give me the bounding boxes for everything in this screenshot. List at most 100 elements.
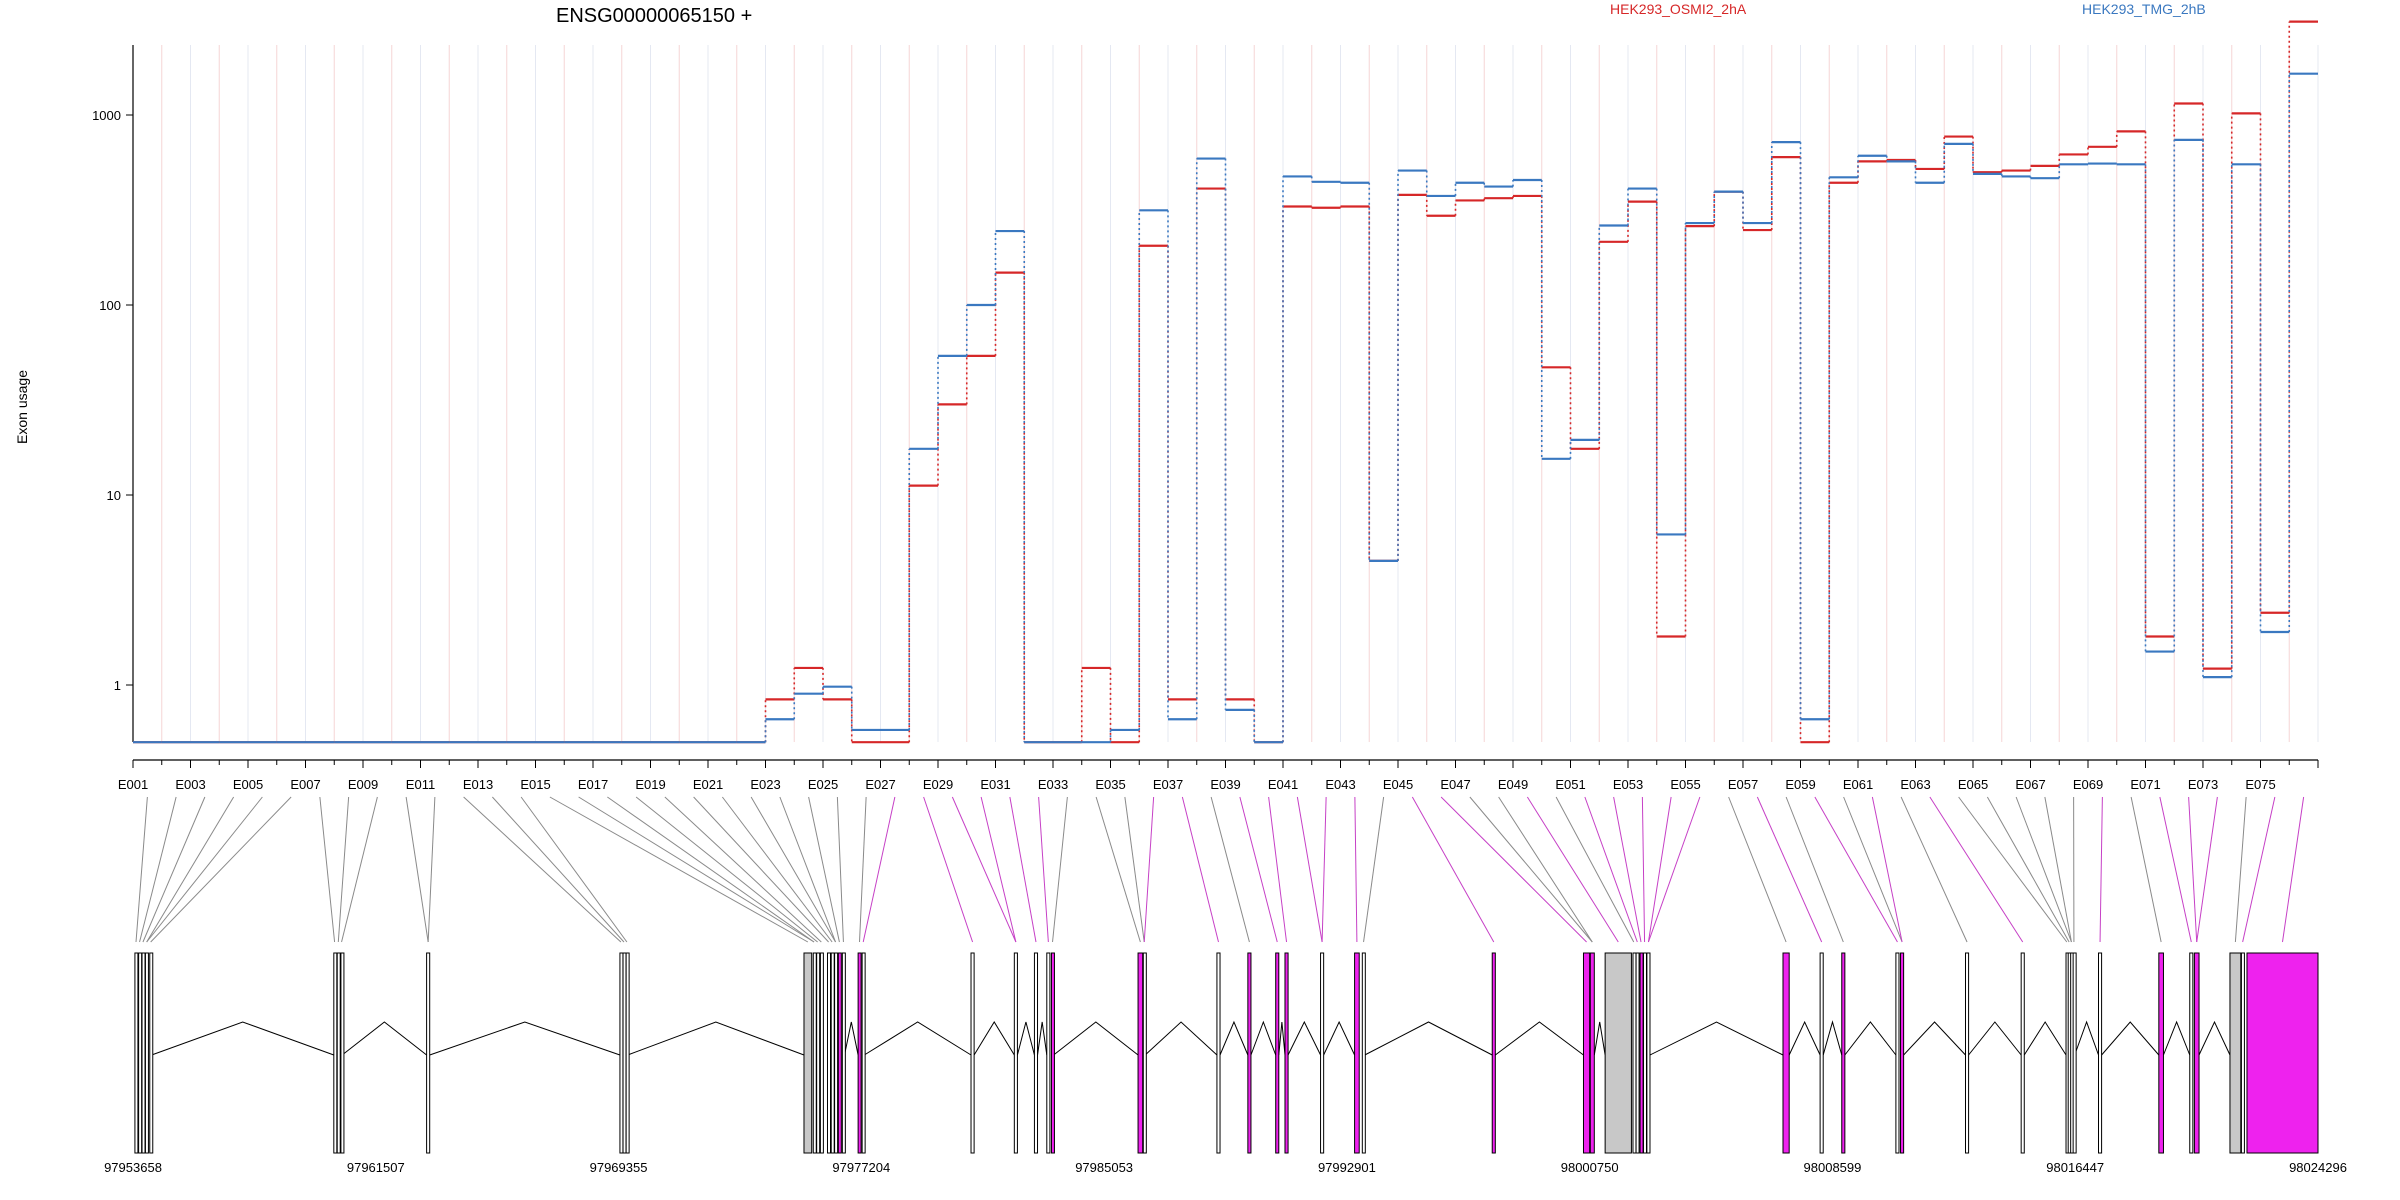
- exon-box: [1639, 952, 1644, 1154]
- exon-connector: [1239, 796, 1278, 943]
- exon-connector: [1584, 796, 1638, 943]
- exon-connector: [1756, 796, 1823, 943]
- exon-connectors: [135, 796, 2305, 943]
- coordinate-label: 98024296: [2289, 1160, 2347, 1175]
- exon-box: [625, 952, 630, 1154]
- exon-box: [1635, 952, 1640, 1154]
- exon-connector: [1009, 796, 1037, 943]
- exon-label: E057: [1728, 777, 1758, 792]
- exon-connector: [2099, 796, 2103, 943]
- exon-connector: [520, 796, 628, 943]
- exon-connector: [1498, 796, 1593, 943]
- intron-line: [2162, 1020, 2191, 1056]
- exon-connector: [1411, 796, 1495, 943]
- exon-box: [426, 952, 431, 1154]
- exon-connector: [1143, 796, 1155, 943]
- intron-line: [429, 1021, 621, 1056]
- y-axis-label: Exon usage: [14, 370, 30, 444]
- coordinate-label: 97969355: [590, 1160, 648, 1175]
- exon-connector: [2242, 796, 2276, 943]
- exon-box: [1137, 952, 1144, 1154]
- intron-line: [1844, 1021, 1897, 1056]
- exon-connector: [2188, 796, 2198, 943]
- exon-box: [1841, 952, 1846, 1154]
- exon-box: [2246, 952, 2319, 1154]
- exon-label: E043: [1325, 777, 1355, 792]
- exon-label: E045: [1383, 777, 1413, 792]
- exon-connector: [1613, 796, 1642, 943]
- exon-label: E051: [1555, 777, 1585, 792]
- exon-connector: [139, 796, 177, 943]
- exon-connector: [1728, 796, 1787, 943]
- exon-box: [1013, 952, 1018, 1154]
- exon-label: E025: [808, 777, 838, 792]
- exon-connector: [1843, 796, 1903, 943]
- exon-connector: [1124, 796, 1145, 943]
- exon-box: [826, 952, 831, 1154]
- intron-line: [1364, 1021, 1493, 1056]
- intron-line: [1822, 1020, 1843, 1056]
- exon-connector: [2130, 796, 2162, 943]
- exon-box: [340, 952, 345, 1154]
- intron-line: [1278, 1021, 1286, 1056]
- exon-connector: [1900, 796, 1968, 943]
- intron-line: [1144, 1021, 1218, 1056]
- coordinate-label: 97985053: [1075, 1160, 1133, 1175]
- exon-connector: [2015, 796, 2072, 943]
- exon-connector: [146, 796, 235, 943]
- exon-label: E053: [1613, 777, 1643, 792]
- exon-box: [803, 952, 813, 1154]
- y-tick-label: 10: [107, 488, 121, 503]
- intron-line: [844, 1021, 859, 1056]
- coordinate-label: 98016447: [2046, 1160, 2104, 1175]
- intron-line: [1593, 1021, 1606, 1056]
- exon-connector: [859, 796, 867, 943]
- exon-box: [1354, 952, 1360, 1154]
- exon-connector: [1871, 796, 1903, 943]
- series-lines: [133, 20, 2318, 744]
- exon-label: E075: [2245, 777, 2275, 792]
- exon-box: [2240, 952, 2245, 1154]
- exon-connector: [1986, 796, 2070, 943]
- exon-connector: [2281, 796, 2305, 943]
- exon-connector: [1354, 796, 1358, 943]
- intron-line: [864, 1021, 972, 1056]
- intron-line: [2023, 1021, 2067, 1056]
- exon-connector: [1929, 796, 2024, 943]
- legend-series-osmi2: HEK293_OSMI2_2hA: [1610, 1, 1747, 17]
- intron-line: [1649, 1021, 1784, 1056]
- intron-line: [2198, 1020, 2231, 1056]
- exon-connector: [1296, 796, 1323, 943]
- exon-connector: [1785, 796, 1844, 943]
- exon-box: [1491, 952, 1496, 1154]
- y-tick-label: 100: [99, 298, 121, 313]
- exon-connector: [2159, 796, 2192, 943]
- exon-connector: [750, 796, 836, 943]
- exon-label: E033: [1038, 777, 1068, 792]
- exon-box: [970, 952, 975, 1154]
- exon-connector: [1038, 796, 1049, 943]
- exon-connector: [549, 796, 809, 943]
- exon-label: E049: [1498, 777, 1528, 792]
- exon-label: E019: [635, 777, 665, 792]
- exon-label: E035: [1095, 777, 1125, 792]
- exon-label: E017: [578, 777, 608, 792]
- exon-box: [144, 952, 149, 1154]
- exon-box: [1642, 952, 1647, 1154]
- exon-connector: [1958, 796, 2068, 943]
- intron-line: [627, 1021, 805, 1056]
- intron-line: [973, 1021, 1015, 1056]
- exon-connector: [836, 796, 844, 943]
- intron-line: [1250, 1020, 1277, 1056]
- exon-box: [837, 952, 842, 1154]
- exon-box: [141, 952, 146, 1154]
- exon-label: E067: [2015, 777, 2045, 792]
- exon-label: E001: [118, 777, 148, 792]
- intron-line: [1016, 1021, 1035, 1056]
- coordinate-label: 97977204: [832, 1160, 890, 1175]
- intron-line: [1903, 1021, 1966, 1056]
- coordinate-label: 97992901: [1318, 1160, 1376, 1175]
- exon-connector: [2196, 796, 2218, 943]
- exon-connector: [1647, 796, 1701, 943]
- exon-label: E009: [348, 777, 378, 792]
